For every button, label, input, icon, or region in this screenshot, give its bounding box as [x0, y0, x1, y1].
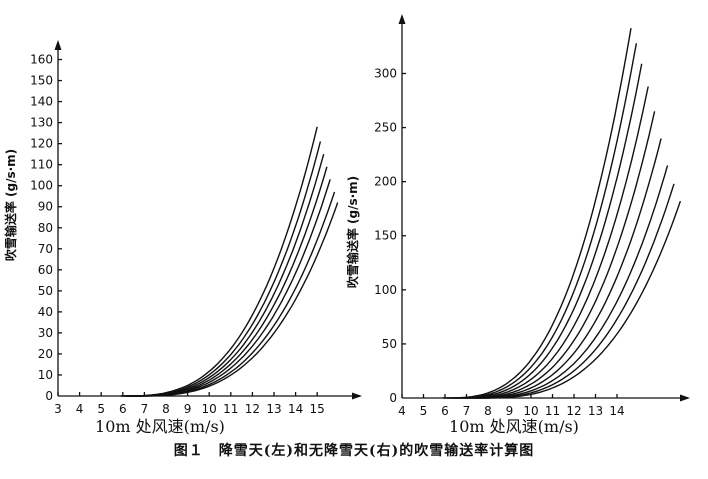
- x-tick-label: 13: [588, 404, 603, 418]
- y-tick-label: 160: [30, 53, 53, 67]
- y-tick-label: 30: [38, 326, 53, 340]
- y-tick-label: 70: [38, 242, 53, 256]
- x-tick-label: 14: [288, 402, 303, 416]
- y-tick-label: 50: [38, 284, 53, 298]
- y-tick-label: 20: [38, 347, 53, 361]
- y-tick-label: 110: [30, 158, 53, 172]
- x-tick-label: 15: [310, 402, 325, 416]
- y-tick-label: 100: [374, 283, 397, 297]
- y-axis-arrow: [54, 40, 62, 50]
- y-tick-label: 0: [389, 391, 397, 405]
- y-tick-label: 50: [382, 337, 397, 351]
- y-tick-label: 150: [30, 74, 53, 88]
- series-curve-c6: [464, 138, 662, 399]
- right-chart-no-snowfall-day: 4 5 6 7 8 9 10 11 12 13 14 0 50 100 150 200 250 300 吹雪输送率 …: [345, 14, 690, 436]
- y-tick-label: 10: [38, 368, 53, 382]
- x-axis-title: 10m 处风速(m/s): [95, 417, 225, 436]
- x-axis-title: 10m 处风速(m/s): [449, 417, 579, 436]
- x-tick-label: 4: [76, 402, 84, 416]
- x-tick-label: 10: [202, 402, 217, 416]
- y-axis-title: 吹雪输送率 (g/s·m): [3, 149, 18, 261]
- y-tick-label: 300: [374, 66, 397, 80]
- x-tick-label: 6: [119, 402, 127, 416]
- y-tick-label: 90: [38, 200, 53, 214]
- y-tick-label: 120: [30, 137, 53, 151]
- x-tick-label: 14: [609, 404, 624, 418]
- x-tick-label: 8: [484, 404, 492, 418]
- x-tick-label: 11: [545, 404, 560, 418]
- series-curve-c1: [442, 27, 632, 399]
- figure-caption: 图１ 降雪天(左)和无降雪天(右)的吹雪输送率计算图: [173, 443, 535, 459]
- x-axis-arrow: [680, 394, 690, 402]
- x-tick-label: 4: [398, 404, 406, 418]
- y-tick-label: 130: [30, 116, 53, 130]
- x-tick-label: 11: [223, 402, 238, 416]
- x-tick-label: 6: [441, 404, 449, 418]
- y-tick-label: 80: [38, 221, 53, 235]
- x-tick-label: 7: [141, 402, 149, 416]
- y-tick-label: 200: [374, 175, 397, 189]
- series-curve-c9: [477, 200, 682, 399]
- y-tick-label: 0: [45, 389, 53, 403]
- x-tick-label: 13: [266, 402, 281, 416]
- y-tick-label: 40: [38, 305, 53, 319]
- left-chart-snowfall-day: 3 4 5 6 7 8 9 10 11 12 13 14 15010203040506070809010…: [3, 40, 362, 436]
- x-tick-label: 7: [463, 404, 471, 418]
- x-tick-label: 8: [162, 402, 170, 416]
- x-tick-label: 10: [523, 404, 538, 418]
- x-tick-label: 9: [506, 404, 514, 418]
- x-tick-label: 12: [245, 402, 260, 416]
- x-tick-label: 12: [566, 404, 581, 418]
- x-tick-label: 3: [54, 402, 62, 416]
- y-tick-label: 250: [374, 121, 397, 135]
- y-tick-label: 100: [30, 179, 53, 193]
- y-axis-title: 吹雪输送率 (g/s·m): [345, 176, 360, 288]
- y-tick-label: 60: [38, 263, 53, 277]
- x-axis-arrow: [352, 392, 362, 400]
- y-tick-label: 150: [374, 229, 397, 243]
- series-curve-c3: [451, 63, 643, 399]
- x-tick-label: 5: [97, 402, 105, 416]
- x-tick-label: 5: [420, 404, 428, 418]
- y-tick-label: 140: [30, 95, 53, 109]
- y-axis-arrow: [398, 14, 406, 24]
- x-tick-label: 9: [184, 402, 192, 416]
- series-curve-c7: [133, 202, 339, 397]
